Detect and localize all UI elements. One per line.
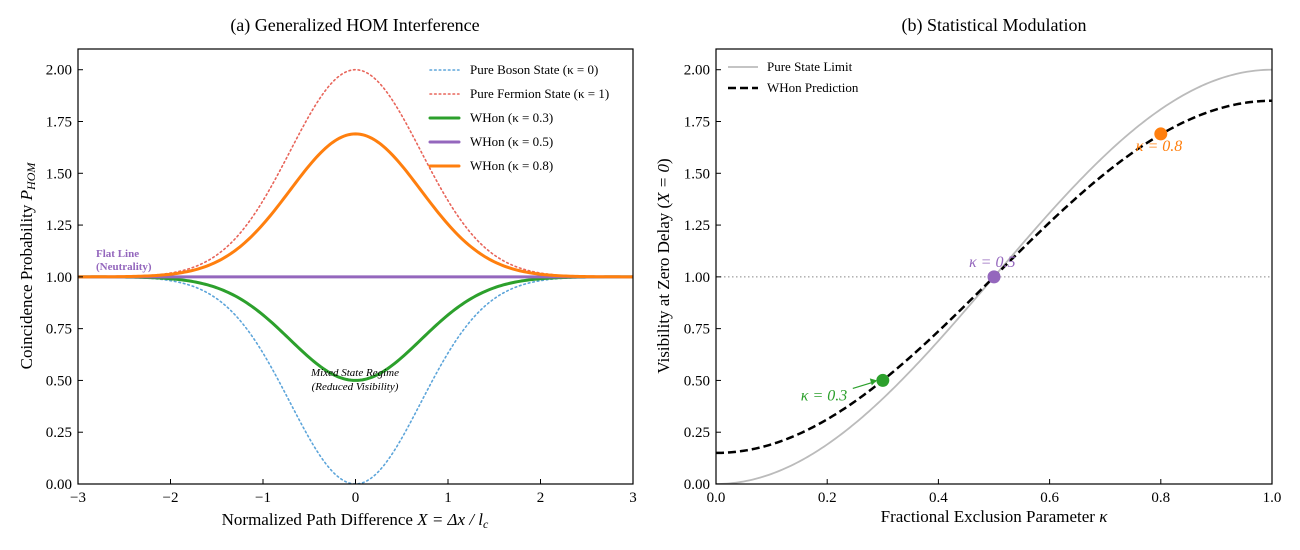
a-ytick-label: 0.50 [46, 373, 72, 389]
mixed-state-annotation: Mixed State Regime [310, 367, 399, 379]
b-xtick-label: 0.0 [707, 490, 726, 506]
a-xtick-label: 2 [537, 490, 545, 506]
panel-b-points: κ = 0.3 κ = 0.5 κ = 0.8 [801, 127, 1182, 404]
panel-b-title: (b) Statistical Modulation [902, 15, 1087, 36]
panel-b-ylabel: Visibility at Zero Delay (X = 0) [654, 158, 673, 373]
b-ytick-label: 0.25 [684, 425, 710, 441]
series-line-2 [78, 275, 633, 382]
legend-entry-label: Pure Fermion State (κ = 1) [470, 86, 609, 101]
panel-a-series-group [78, 68, 633, 484]
point-label: κ = 0.8 [1136, 138, 1182, 155]
legend-entry-label: WHon Prediction [767, 80, 859, 95]
a-ytick-label: 0.75 [46, 322, 72, 338]
a-ytick-label: 2.00 [46, 63, 72, 79]
b-ytick-label: 0.75 [684, 322, 710, 338]
a-ytick-label: 0.00 [46, 477, 72, 493]
flat-line-annotation-sub: (Neutrality) [96, 261, 152, 273]
data-point [987, 270, 1001, 284]
legend-entry-label: WHon (κ = 0.3) [470, 110, 553, 125]
a-xtick-label: −1 [255, 490, 271, 506]
b-xtick-label: 1.0 [1263, 490, 1282, 506]
b-xtick-label: 0.8 [1151, 490, 1170, 506]
point-label: κ = 0.5 [969, 254, 1015, 271]
a-xtick-label: −3 [70, 490, 86, 506]
a-xtick-label: 0 [352, 490, 360, 506]
a-ytick-label: 0.25 [46, 425, 72, 441]
panel-b-xlabel: Fractional Exclusion Parameter κ [881, 507, 1109, 526]
panel-b: (b) Statistical Modulation 0.0 0.2 0.4 0.6 0… [654, 15, 1281, 526]
panel-b-legend: Pure State Limit WHon Prediction [728, 59, 859, 95]
legend-entry-label: Pure State Limit [767, 59, 853, 74]
panel-a-frame [77, 48, 634, 485]
a-ytick-label: 1.50 [46, 166, 72, 182]
point-label: κ = 0.3 [801, 387, 847, 404]
a-ytick-label: 1.75 [46, 115, 72, 131]
b-xtick-label: 0.2 [818, 490, 837, 506]
mixed-state-annotation-sub: (Reduced Visibility) [312, 381, 399, 393]
b-ytick-label: 1.75 [684, 115, 710, 131]
legend-entry-label: Pure Boson State (κ = 0) [470, 62, 598, 77]
point-arrow-head [869, 378, 877, 386]
series-line-0 [78, 276, 633, 484]
b-ytick-label: 1.00 [684, 270, 710, 286]
panel-b-ticks: 0.0 0.2 0.4 0.6 0.8 1.0 0.00 0.25 0.50 0.75 1.00 1.… [684, 63, 1282, 506]
b-ytick-label: 1.50 [684, 166, 710, 182]
panel-b-frame [715, 48, 1273, 485]
data-point [1154, 127, 1168, 141]
a-ytick-label: 1.00 [46, 270, 72, 286]
a-xtick-label: −2 [163, 490, 179, 506]
b-xtick-label: 0.6 [1040, 490, 1059, 506]
data-point [876, 373, 890, 387]
b-ytick-label: 2.00 [684, 63, 710, 79]
b-ytick-label: 1.25 [684, 218, 710, 234]
panel-a-legend: Pure Boson State (κ = 0) Pure Fermion Sta… [428, 62, 609, 173]
a-xtick-label: 1 [444, 490, 452, 506]
b-ytick-label: 0.50 [684, 373, 710, 389]
legend-entry-label: WHon (κ = 0.5) [470, 134, 553, 149]
b-xtick-label: 0.4 [929, 490, 948, 506]
series-line-4 [78, 132, 633, 279]
a-ytick-label: 1.25 [46, 218, 72, 234]
legend-entry-label: WHon (κ = 0.8) [470, 158, 553, 173]
a-xtick-label: 3 [629, 490, 637, 506]
panel-a-ylabel: Coincidence Probability PHOM [17, 162, 38, 370]
panel-a-ticks: −3 −2 −1 0 1 2 3 0.00 0.25 0.50 0.75 1.00 1.25 1.50 1.… [46, 63, 637, 506]
flat-line-annotation: Flat Line [96, 248, 139, 260]
b-ytick-label: 0.00 [684, 477, 710, 493]
panel-a-xlabel: Normalized Path Difference X = Δx / lc [222, 510, 489, 531]
panel-a-title: (a) Generalized HOM Interference [230, 15, 479, 36]
panel-a: (a) Generalized HOM Interference −3 −2 −1 0… [17, 15, 637, 531]
